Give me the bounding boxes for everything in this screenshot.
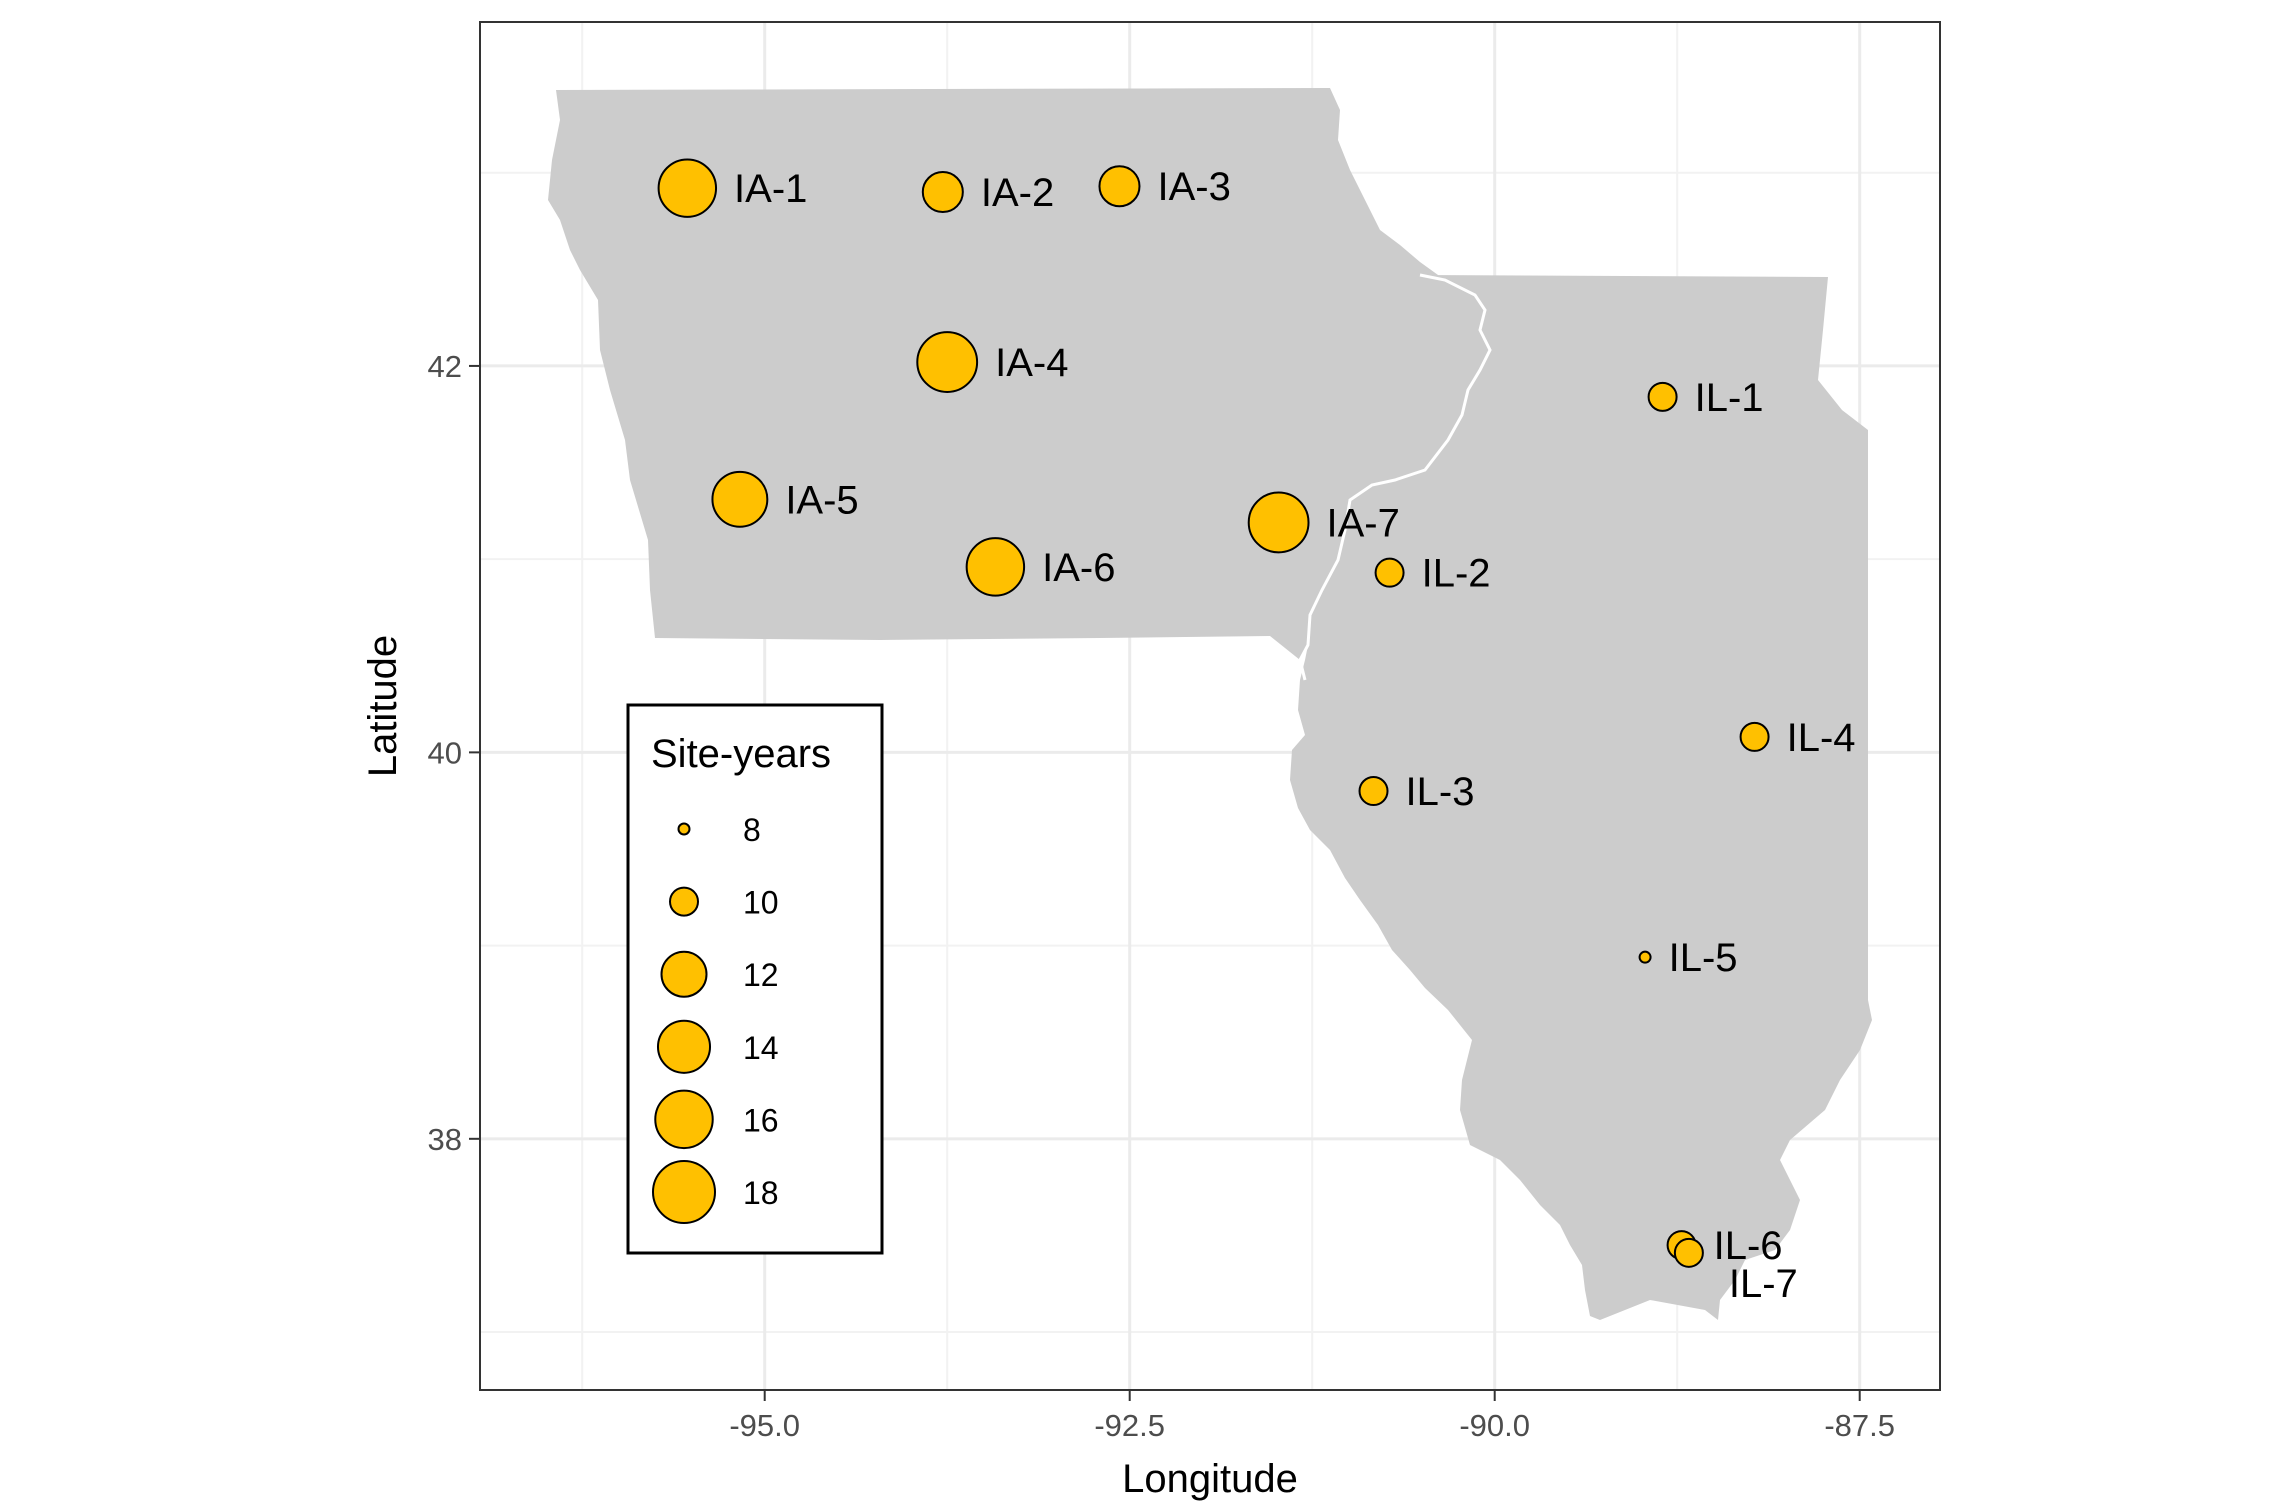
y-axis-title: Latitude xyxy=(361,635,405,777)
site-label-ia-7: IA-7 xyxy=(1327,501,1400,545)
legend-key-10 xyxy=(669,886,699,917)
site-point-ia-1 xyxy=(657,158,718,218)
x-axis: -95.0 -92.5 -90.0 -87.5 xyxy=(729,1390,1895,1443)
panel-border xyxy=(479,21,1941,1391)
site-point-ia-4 xyxy=(916,331,979,393)
y-tick-label: 38 xyxy=(428,1122,462,1157)
legend-key-18 xyxy=(652,1160,716,1224)
site-point-il-7 xyxy=(1673,1237,1704,1268)
site-label-ia-5: IA-5 xyxy=(785,478,858,522)
map-panel: IA-1 IA-2 IA-3 IA-4 IA-5 IA-6 IA-7 IL-1 IL-2 IL-3… xyxy=(479,21,1941,1391)
site-label-il-6: IL-6 xyxy=(1714,1224,1783,1268)
site-point-il-1 xyxy=(1647,381,1678,412)
legend-label-14: 14 xyxy=(743,1030,779,1066)
x-tick-label: -87.5 xyxy=(1824,1408,1895,1443)
site-label-ia-2: IA-2 xyxy=(981,171,1054,215)
legend-label-12: 12 xyxy=(743,957,779,993)
site-point-il-5 xyxy=(1638,950,1652,964)
legend-label-8: 8 xyxy=(743,812,761,848)
site-label-il-1: IL-1 xyxy=(1695,376,1764,420)
x-tick-label: -92.5 xyxy=(1094,1408,1165,1443)
site-point-il-4 xyxy=(1739,721,1770,752)
legend-key-8 xyxy=(677,822,691,836)
legend: Site-years 8 10 12 14 16 18 xyxy=(626,703,884,1255)
site-label-ia-4: IA-4 xyxy=(995,341,1068,385)
legend-key-16 xyxy=(654,1089,714,1150)
site-point-ia-5 xyxy=(711,470,769,528)
legend-key-14 xyxy=(656,1019,712,1074)
x-tick-label: -95.0 xyxy=(729,1408,800,1443)
legend-label-10: 10 xyxy=(743,885,779,921)
site-label-ia-3: IA-3 xyxy=(1157,165,1230,209)
legend-entries: 8 10 12 14 16 18 xyxy=(652,812,779,1224)
site-label-ia-6: IA-6 xyxy=(1042,546,1115,590)
site-label-il-5: IL-5 xyxy=(1669,936,1738,980)
site-point-il-2 xyxy=(1374,557,1405,588)
legend-key-12 xyxy=(660,950,708,998)
site-label-il-3: IL-3 xyxy=(1406,770,1475,814)
y-tick-label: 40 xyxy=(428,735,462,770)
site-label-il-7: IL-7 xyxy=(1729,1262,1798,1306)
site-point-il-3 xyxy=(1358,776,1389,807)
site-label-il-2: IL-2 xyxy=(1422,552,1491,596)
legend-label-16: 16 xyxy=(743,1102,779,1138)
legend-title: Site-years xyxy=(651,732,831,776)
legend-label-18: 18 xyxy=(743,1175,779,1211)
site-point-ia-7 xyxy=(1247,491,1310,554)
state-border-line xyxy=(1298,273,1492,681)
site-label-il-4: IL-4 xyxy=(1787,716,1856,760)
site-points xyxy=(657,158,1770,1268)
site-point-ia-3 xyxy=(1098,165,1141,208)
site-point-ia-2 xyxy=(921,171,964,214)
illinois-region xyxy=(1290,275,1872,1320)
x-tick-label: -90.0 xyxy=(1459,1408,1530,1443)
site-labels: IA-1 IA-2 IA-3 IA-4 IA-5 IA-6 IA-7 IL-1 IL-2 IL-3… xyxy=(734,165,1855,1306)
y-axis: 38 40 42 xyxy=(428,349,480,1157)
site-label-ia-1: IA-1 xyxy=(734,167,807,211)
x-axis-title: Longitude xyxy=(1122,1457,1298,1501)
legend-box xyxy=(626,703,884,1255)
site-point-ia-6 xyxy=(965,537,1026,597)
y-tick-label: 42 xyxy=(428,349,462,384)
